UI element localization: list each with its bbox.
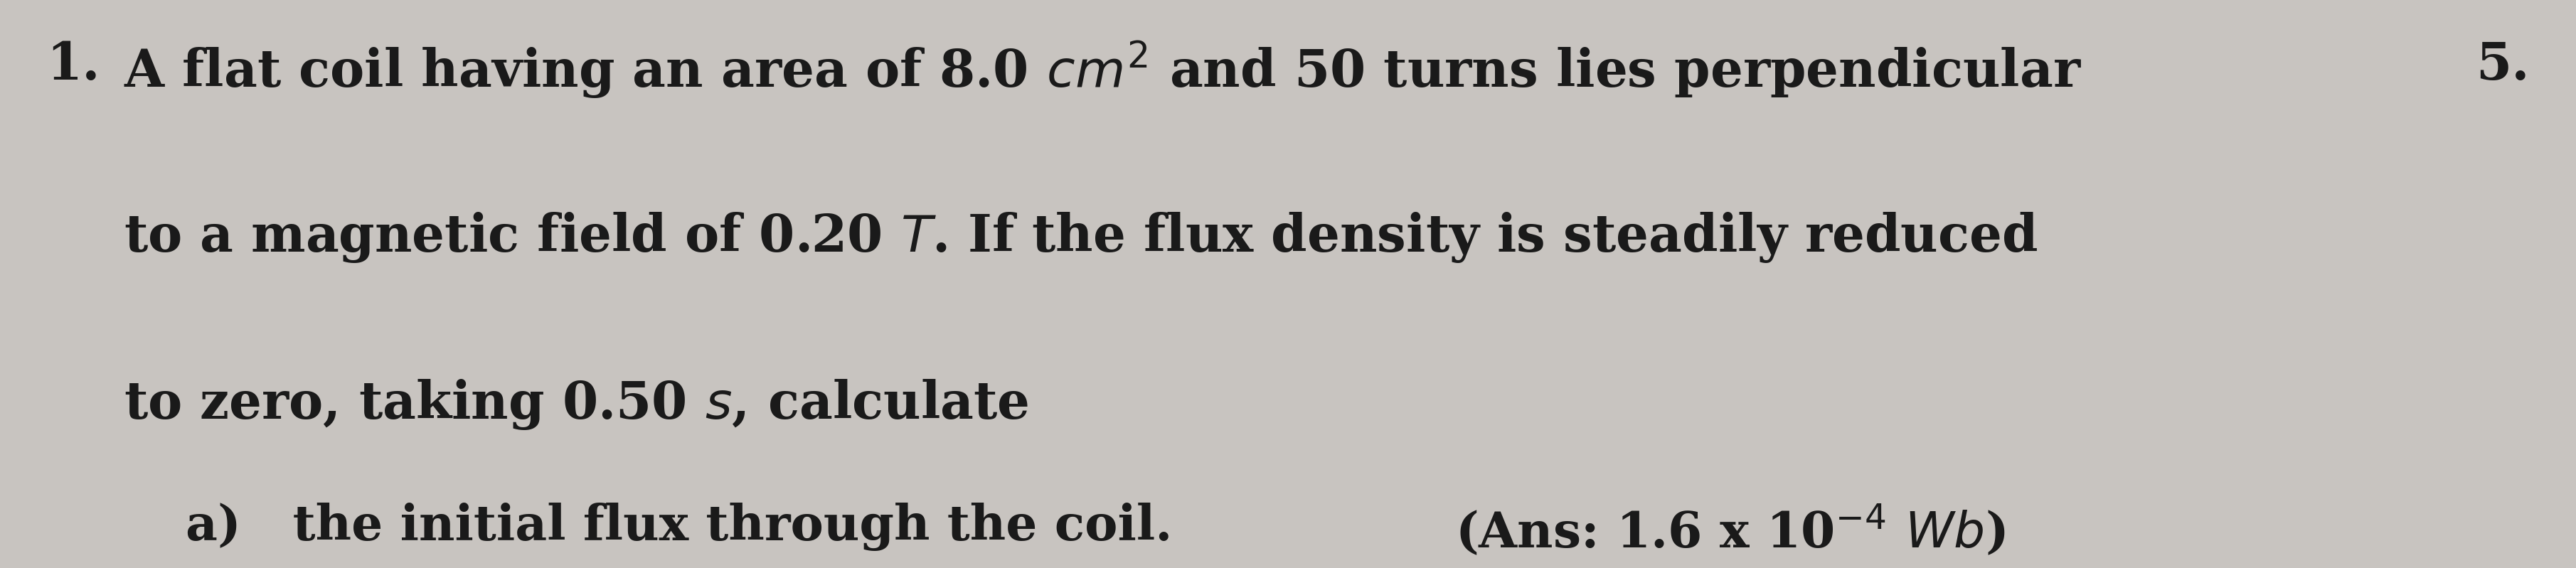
Text: 1.: 1. bbox=[46, 40, 100, 90]
Text: 5.: 5. bbox=[2476, 40, 2530, 90]
Text: (Ans: 1.6 x 10$^{-4}$ $\mathit{Wb}$): (Ans: 1.6 x 10$^{-4}$ $\mathit{Wb}$) bbox=[1455, 503, 2007, 558]
Text: to a magnetic field of 0.20 $\mathit{T}$. If the flux density is steadily reduce: to a magnetic field of 0.20 $\mathit{T}$… bbox=[124, 210, 2038, 264]
Text: a)   the initial flux through the coil.: a) the initial flux through the coil. bbox=[185, 503, 1172, 551]
Text: to zero, taking 0.50 $\mathit{s}$, calculate: to zero, taking 0.50 $\mathit{s}$, calcu… bbox=[124, 378, 1028, 432]
Text: A flat coil having an area of 8.0 $\mathit{cm}^2$ and 50 turns lies perpendicula: A flat coil having an area of 8.0 $\math… bbox=[124, 40, 2081, 102]
